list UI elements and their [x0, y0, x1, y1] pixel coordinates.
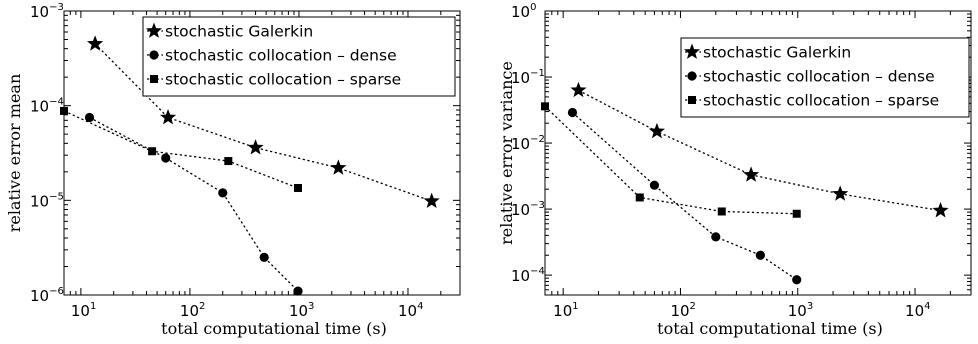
- legend-entry: stochastic collocation – sparse: [685, 92, 939, 110]
- chart-variance-error: 101 102 103 104 10−4 10−3 10−2 10−1 100 total com…: [497, 2, 972, 338]
- data-point: [711, 232, 721, 242]
- data-point: [161, 153, 171, 163]
- data-point: [541, 102, 549, 111]
- series-line: [572, 112, 798, 281]
- x-tick-label: 104: [905, 301, 930, 320]
- x-axis-label: total computational time (s): [161, 319, 387, 338]
- y-tick-label: 10−3: [511, 200, 545, 219]
- series-line: [63, 110, 299, 189]
- data-point: [648, 122, 666, 139]
- data-point: [330, 159, 347, 175]
- data-point: [218, 188, 228, 198]
- legend-marker: [149, 50, 159, 60]
- legend-label: stochastic collocation – dense: [703, 68, 935, 86]
- y-axis-label: relative error mean: [5, 74, 24, 233]
- series-circle: [567, 107, 802, 285]
- data-point: [635, 193, 644, 202]
- data-point: [87, 35, 104, 51]
- legend-box: [680, 37, 970, 118]
- data-point: [423, 192, 440, 209]
- y-axis-label: relative error variance: [497, 61, 516, 245]
- y-tick-label: 10−4: [30, 97, 64, 116]
- axes-frame: [63, 10, 461, 296]
- data-point: [649, 180, 660, 190]
- legend-label: stochastic collocation – dense: [165, 47, 397, 65]
- data-point: [247, 139, 264, 155]
- data-point: [60, 106, 68, 115]
- legend-box: [142, 16, 456, 97]
- y-tick-label: 10−2: [511, 134, 545, 153]
- y-tick-label: 10−1: [511, 68, 545, 87]
- x-tick-label: 101: [71, 301, 96, 320]
- data-point: [717, 207, 726, 216]
- x-tick-label: 101: [553, 301, 578, 320]
- series-star: [570, 81, 949, 218]
- data-point: [792, 209, 801, 218]
- data-point: [755, 250, 765, 260]
- data-point: [832, 185, 849, 201]
- series-line: [544, 105, 797, 215]
- y-tick-label: 10−4: [511, 266, 545, 285]
- y-tick-label: 10−5: [30, 191, 64, 210]
- legend-entry: stochastic collocation – dense: [685, 68, 935, 86]
- data-point: [84, 112, 95, 123]
- legend-marker: [687, 71, 697, 81]
- legend-marker: [145, 22, 163, 38]
- data-point: [148, 147, 157, 156]
- data-point: [567, 107, 578, 118]
- data-point: [224, 157, 233, 166]
- data-point: [570, 81, 587, 98]
- x-tick-label: 103: [788, 301, 813, 320]
- x-tick-label: 103: [289, 301, 314, 320]
- legend-marker: [683, 43, 701, 59]
- y-tick-label: 10−6: [30, 286, 64, 305]
- legend: stochastic Galerkin stochastic collocatio…: [142, 16, 456, 97]
- series-square: [541, 102, 801, 218]
- tick-marks: [63, 10, 461, 296]
- legend-label: stochastic collocation – sparse: [703, 92, 939, 110]
- series-line: [89, 116, 299, 292]
- chart-mean-error: 101 102 103 104 10−6 10−5 10−4 10−3 total comput…: [5, 2, 461, 338]
- x-axis-label: total computational time (s): [657, 319, 883, 338]
- data-point: [293, 286, 303, 296]
- data-point: [293, 183, 302, 192]
- legend-marker: [688, 96, 696, 104]
- y-tick-label: 10−3: [30, 2, 64, 21]
- legend-entry: stochastic collocation – sparse: [147, 71, 401, 89]
- x-tick-label: 102: [670, 301, 695, 320]
- x-tick-label: 102: [180, 301, 205, 320]
- data-point: [159, 108, 177, 125]
- y-tick-label: 100: [511, 2, 536, 21]
- legend-marker: [150, 75, 158, 83]
- data-point: [259, 252, 269, 262]
- x-tick-label: 104: [398, 301, 423, 320]
- legend: stochastic Galerkin stochastic collocatio…: [680, 37, 970, 118]
- data-point: [792, 275, 802, 285]
- legend-entry: stochastic Galerkin: [683, 43, 851, 62]
- legend-entry: stochastic Galerkin: [145, 22, 313, 41]
- legend-label: stochastic Galerkin: [703, 44, 851, 62]
- data-point: [742, 166, 760, 182]
- legend-entry: stochastic collocation – dense: [147, 47, 397, 65]
- legend-label: stochastic Galerkin: [165, 23, 313, 41]
- data-point: [932, 202, 949, 218]
- series-circle: [84, 112, 303, 296]
- series-square: [60, 106, 302, 192]
- legend-label: stochastic collocation – sparse: [165, 71, 401, 89]
